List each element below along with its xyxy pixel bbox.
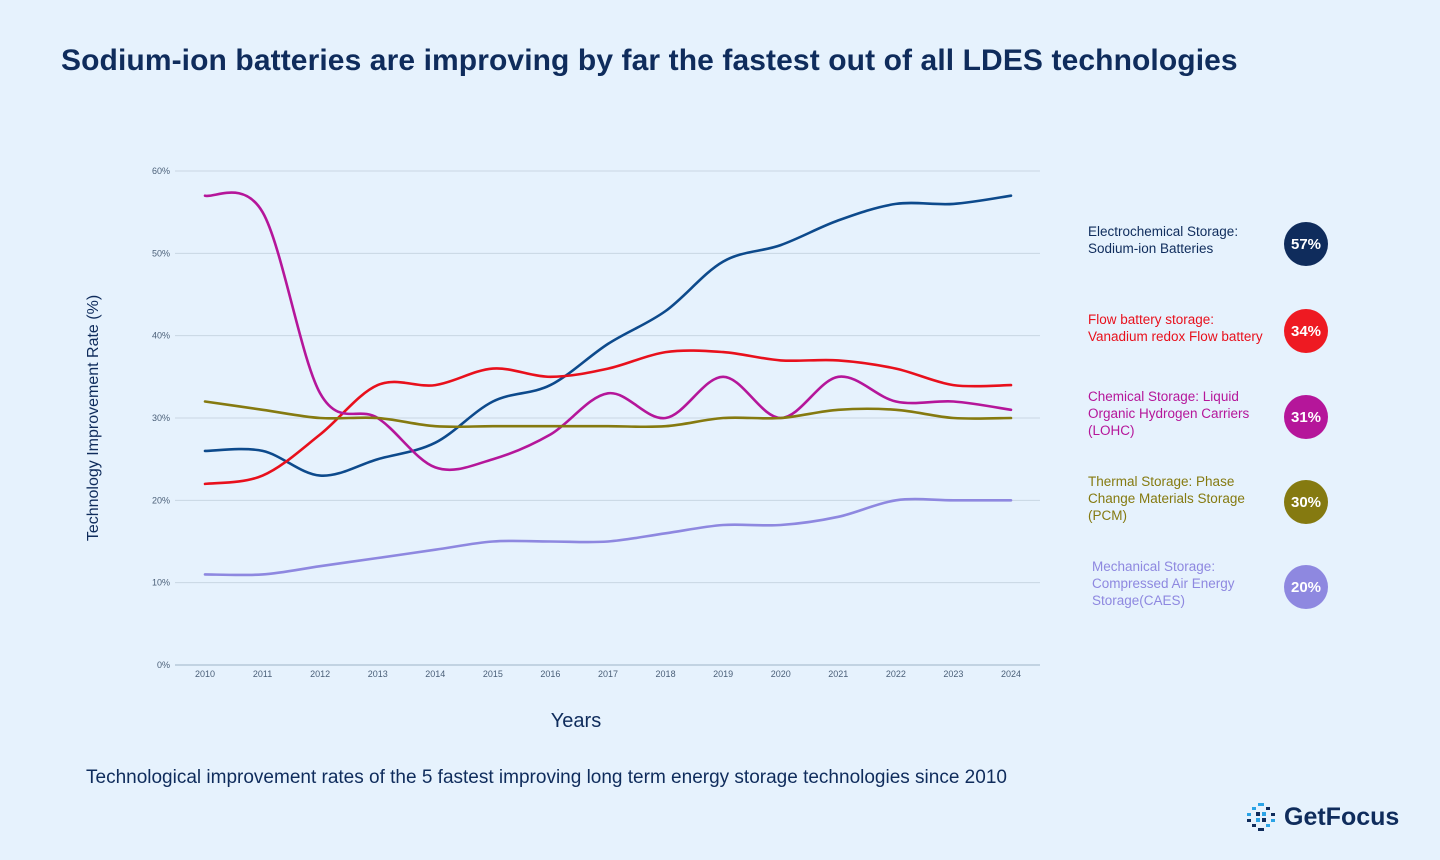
legend-value-badge: 34% xyxy=(1284,309,1328,353)
y-axis-label: Technology Improvement Rate (%) xyxy=(85,294,102,542)
x-tick-label: 2014 xyxy=(425,669,445,679)
legend-value-badge: 20% xyxy=(1284,565,1328,609)
legend-label: Flow battery storage: Vanadium redox Flo… xyxy=(1088,312,1263,344)
legend-item-lohc: Chemical Storage: Liquid Organic Hydroge… xyxy=(1088,388,1338,439)
chart-title: Sodium-ion batteries are improving by fa… xyxy=(61,44,1238,77)
y-tick-label: 10% xyxy=(152,578,170,588)
x-tick-label: 2022 xyxy=(886,669,906,679)
y-tick-label: 20% xyxy=(152,495,170,505)
x-tick-labels: 2010 2011 2012 2013 2014 2015 2016 2017 2018 2019… xyxy=(195,669,1021,679)
x-tick-label: 2010 xyxy=(195,669,215,679)
x-tick-label: 2021 xyxy=(828,669,848,679)
x-tick-label: 2019 xyxy=(713,669,733,679)
gridlines xyxy=(175,170,1040,666)
x-tick-label: 2018 xyxy=(656,669,676,679)
x-tick-label: 2024 xyxy=(1001,669,1021,679)
legend-label: Chemical Storage: Liquid Organic Hydroge… xyxy=(1088,389,1250,438)
y-tick-label: 50% xyxy=(152,248,170,258)
series-line-vanadium-redox xyxy=(203,349,1013,486)
legend-value-badge: 57% xyxy=(1284,222,1328,266)
series-line-caes xyxy=(203,497,1013,577)
x-tick-label: 2020 xyxy=(771,669,791,679)
y-tick-label: 30% xyxy=(152,413,170,423)
focus-grid-icon xyxy=(1247,803,1275,831)
x-tick-label: 2023 xyxy=(943,669,963,679)
legend-value-badge: 31% xyxy=(1284,395,1328,439)
legend-label: Electrochemical Storage: Sodium-ion Batt… xyxy=(1088,224,1239,256)
x-tick-label: 2015 xyxy=(483,669,503,679)
y-tick-label: 40% xyxy=(152,331,170,341)
y-tick-label: 60% xyxy=(152,166,170,176)
series-line-lohc xyxy=(203,191,1013,472)
x-tick-label: 2016 xyxy=(540,669,560,679)
y-tick-label: 0% xyxy=(157,660,170,670)
series-line-sodium-ion xyxy=(203,194,1013,477)
series-line-pcm xyxy=(203,400,1013,429)
series-lines xyxy=(203,191,1013,577)
legend-item-caes: Mechanical Storage: Compressed Air Energ… xyxy=(1092,558,1342,609)
legend-value-badge: 30% xyxy=(1284,480,1328,524)
legend-item-sodium-ion: Electrochemical Storage: Sodium-ion Batt… xyxy=(1088,222,1338,266)
brand-name: GetFocus xyxy=(1284,802,1400,831)
legend-item-pcm: Thermal Storage: Phase Change Materials … xyxy=(1088,473,1338,524)
x-tick-label: 2012 xyxy=(310,669,330,679)
brand-logo: GetFocus xyxy=(1246,802,1399,832)
chart-caption: Technological improvement rates of the 5… xyxy=(86,767,1007,788)
legend-label: Thermal Storage: Phase Change Materials … xyxy=(1088,474,1245,523)
x-axis-label: Years xyxy=(550,710,602,732)
x-tick-label: 2017 xyxy=(598,669,618,679)
y-tick-labels: 0% 10% 20% 30% 40% 50% 60% xyxy=(152,166,170,670)
legend-label: Mechanical Storage: Compressed Air Energ… xyxy=(1092,559,1235,608)
x-tick-label: 2011 xyxy=(253,669,272,679)
x-tick-label: 2013 xyxy=(368,669,388,679)
legend-item-vanadium-redox: Flow battery storage: Vanadium redox Flo… xyxy=(1088,309,1338,353)
